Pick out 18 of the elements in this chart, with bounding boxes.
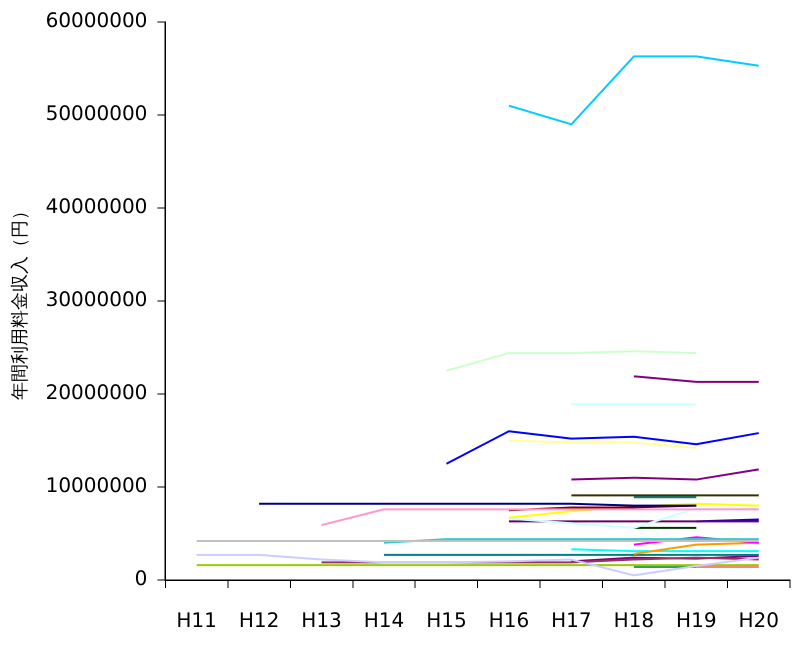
x-tick-label: H14: [364, 608, 404, 632]
y-tick-label: 40000000: [46, 194, 148, 218]
y-tick-label: 50000000: [46, 101, 148, 126]
x-tick-label: H13: [301, 608, 342, 632]
y-tick-label: 60000000: [46, 8, 148, 32]
y-tick-label: 10000000: [46, 473, 148, 498]
x-tick-label: H12: [238, 608, 280, 632]
y-tick-label: 30000000: [46, 287, 148, 312]
x-tick-label: H18: [614, 608, 654, 632]
x-tick-label: H16: [488, 608, 530, 632]
x-tick-label: H15: [426, 608, 467, 632]
y-tick-label: 20000000: [46, 380, 148, 404]
x-tick-label: H19: [676, 608, 717, 632]
y-tick-label: 0: [134, 566, 148, 590]
x-tick-label: H20: [738, 608, 780, 632]
x-tick-label: H11: [176, 608, 217, 632]
y-axis-title: 年間利用料金収入（円）: [9, 202, 30, 400]
x-tick-label: H17: [551, 608, 592, 632]
